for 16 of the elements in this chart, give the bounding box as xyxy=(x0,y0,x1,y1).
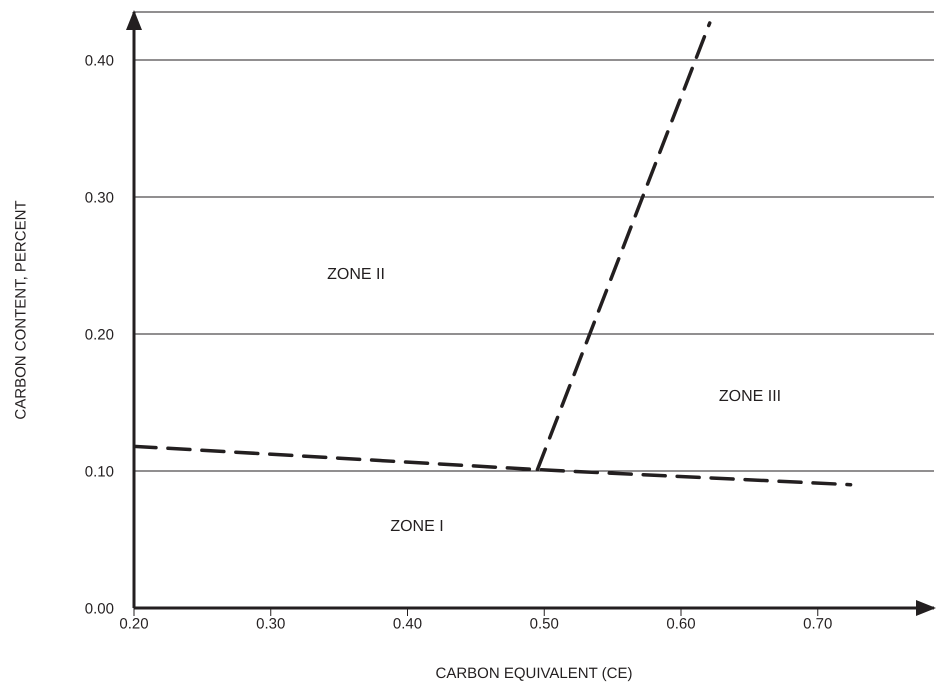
y-tick-label: 0.20 xyxy=(84,326,114,344)
x-tick-label: 0.30 xyxy=(256,616,286,633)
y-axis-title: CARBON CONTENT, PERCENT xyxy=(12,200,30,420)
y-tick-label: 0.00 xyxy=(84,600,114,618)
x-tick-label: 0.60 xyxy=(666,616,696,633)
y-tick-label: 0.10 xyxy=(84,463,114,480)
annotation: ZONE III xyxy=(718,388,782,406)
annotation: ZONE II xyxy=(327,266,385,284)
x-tick-label: 0.70 xyxy=(803,616,832,633)
x-tick-label: 0.40 xyxy=(392,616,422,633)
x-axis-title: CARBON EQUIVALENT (CE) xyxy=(436,665,632,682)
x-tick-label: 0.20 xyxy=(119,616,149,633)
y-tick-label: 0.30 xyxy=(84,189,114,206)
annotation: ZONE I xyxy=(390,518,444,536)
x-tick-label: 0.50 xyxy=(530,616,559,633)
y-tick-label: 0.40 xyxy=(84,52,114,70)
